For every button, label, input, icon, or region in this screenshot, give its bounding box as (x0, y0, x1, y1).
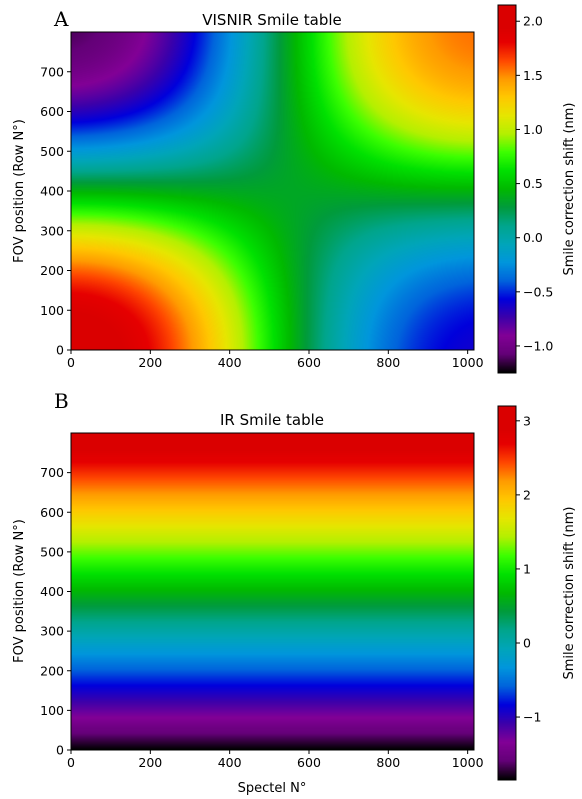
panel-b-colorbar-axis: −1 0 1 2 3 (516, 413, 541, 725)
panel-b-colorbar-label: Smile correction shift (nm) (562, 507, 577, 680)
panel-a-colorbar-axis: −1.0 −0.5 0.0 0.5 1.0 1.5 2.0 (516, 14, 553, 353)
panel-b-xtick-label: 800 (376, 755, 400, 770)
panel-a-ytick-label: 500 (40, 144, 64, 159)
panel-a-xtick-label: 200 (138, 355, 162, 370)
panel-a-ytick-label: 400 (40, 184, 64, 199)
panel-a-ytick-label: 300 (40, 223, 64, 238)
panel-b-xtick-label: 0 (67, 755, 75, 770)
panel-b-xlabel: Spectel N° (238, 781, 307, 796)
panel-a-axes: 0 200 400 600 800 1000 0 100 200 300 400 500 600 700 (40, 64, 483, 370)
panel-a-colorbar-tick-label: 2.0 (523, 14, 543, 29)
panel-a-colorbar-tick-label: 0.5 (523, 176, 543, 191)
panel-a-colorbar-tick-label: −0.5 (523, 284, 553, 299)
panel-a-xtick-label: 800 (376, 355, 400, 370)
panel-b-ytick-label: 0 (56, 743, 64, 758)
panel-a: A VISNIR Smile table 0 200 400 600 800 1000 0 1… (12, 4, 577, 374)
panel-a-colorbar-label: Smile correction shift (nm) (562, 103, 577, 276)
panel-a-colorbar-tick-label: 1.5 (523, 68, 543, 83)
panel-a-ytick-label: 100 (40, 303, 64, 318)
panel-a-colorbar-tick-label: 1.0 (523, 122, 543, 137)
panel-b-ytick-label: 400 (40, 584, 64, 599)
panel-a-colorbar-tick-label: 0.0 (523, 230, 543, 245)
panel-a-ytick-label: 600 (40, 104, 64, 119)
panel-a-ytick-label: 700 (40, 64, 64, 79)
panel-b-colorbar-frame (497, 405, 517, 781)
panel-a-xtick-label: 0 (67, 355, 75, 370)
panel-a-xtick-label: 1000 (452, 355, 484, 370)
panel-b-ytick-label: 500 (40, 544, 64, 559)
panel-b-ytick-label: 700 (40, 465, 64, 480)
panel-a-heatmap (71, 32, 474, 350)
panel-b-xtick-label: 1000 (452, 755, 484, 770)
panel-b-heatmap (71, 433, 474, 750)
panel-b: B IR Smile table 0 200 400 600 800 1000010020… (12, 389, 577, 796)
panel-a-colorbar (498, 5, 516, 373)
panel-a-colorbar-frame (497, 4, 517, 374)
panel-a-colorbar-tick-label: −1.0 (523, 338, 553, 353)
panel-a-ytick-label: 200 (40, 263, 64, 278)
panel-b-xtick-label: 200 (138, 755, 162, 770)
panel-b-axes: 0 200 400 600 800 1000 0 100 200 300 400 500 600 700 (40, 465, 483, 770)
panel-b-colorbar-tick-label: 1 (523, 561, 531, 576)
panel-a-xtick-label: 600 (297, 355, 321, 370)
panel-b-ytick-label: 300 (40, 624, 64, 639)
panel-b-colorbar-tick-label: −1 (523, 710, 541, 725)
panel-a-xtick-label: 400 (218, 355, 242, 370)
panel-a-ylabel: FOV position (Row N°) (12, 119, 27, 263)
panel-b-colorbar-tick-label: 2 (523, 487, 531, 502)
panel-b-ytick-label: 100 (40, 703, 64, 718)
panel-b-ylabel: FOV position (Row N°) (12, 519, 27, 663)
panel-b-xtick-label: 600 (297, 755, 321, 770)
panel-a-ytick-label: 0 (56, 343, 64, 358)
panel-b-ytick-label: 600 (40, 505, 64, 520)
panel-a-label: A (53, 7, 69, 31)
panel-b-colorbar (498, 406, 516, 780)
panel-b-colorbar-tick-label: 3 (523, 413, 531, 428)
panel-b-ytick-label: 200 (40, 663, 64, 678)
panel-b-title: IR Smile table (220, 411, 324, 429)
panel-b-label: B (54, 389, 69, 413)
panel-a-title: VISNIR Smile table (202, 11, 342, 29)
panel-b-xtick-label: 400 (218, 755, 242, 770)
panel-b-colorbar-tick-label: 0 (523, 635, 531, 650)
